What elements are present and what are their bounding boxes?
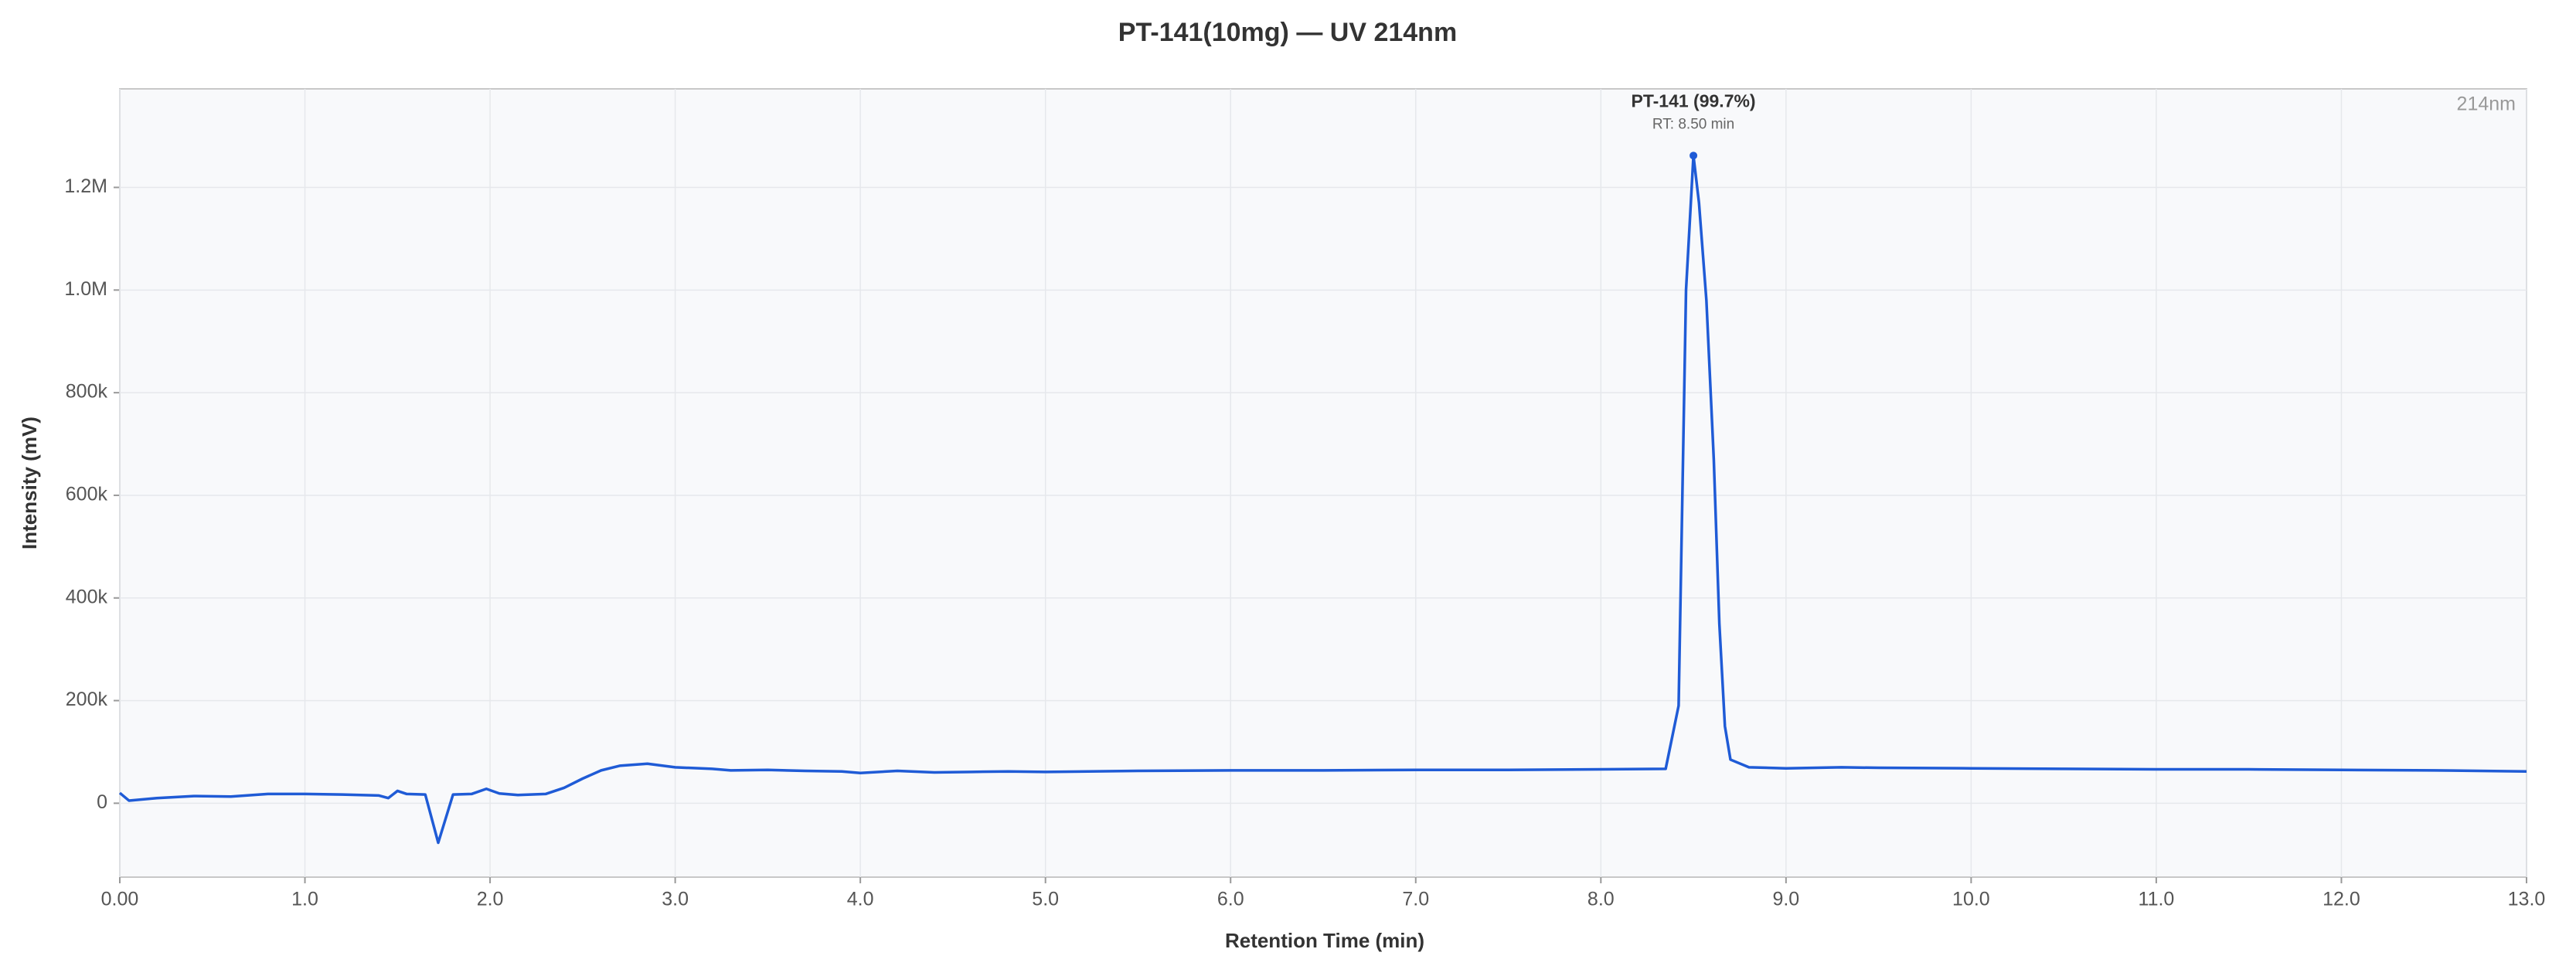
chart-title: PT-141(10mg) — UV 214nm: [1118, 18, 1457, 47]
y-tick-label: 600k: [66, 484, 108, 505]
x-tick-label: 10.0: [1952, 889, 1990, 910]
peak-sublabel: RT: 8.50 min: [1652, 116, 1734, 132]
x-tick-label: 8.0: [1587, 889, 1615, 910]
y-tick-label: 200k: [66, 689, 108, 710]
y-tick-label: 800k: [66, 381, 108, 403]
x-tick-label: 12.0: [2322, 889, 2360, 910]
x-tick-label: 5.0: [1032, 889, 1059, 910]
x-tick-label: 11.0: [2139, 889, 2175, 910]
y-tick-label: 1.2M: [64, 175, 107, 197]
x-tick-label: 1.0: [291, 889, 318, 910]
x-tick-label: 0.00: [101, 889, 139, 910]
x-tick-label: 2.0: [477, 889, 504, 910]
x-tick-label: 3.0: [662, 889, 689, 910]
y-tick-label: 1.0M: [64, 278, 107, 300]
x-tick-label: 7.0: [1402, 889, 1429, 910]
plot-area: [119, 88, 2527, 878]
y-tick-label: 0: [97, 791, 107, 813]
x-tick-label: 6.0: [1217, 889, 1244, 910]
x-tick-label: 13.0: [2508, 889, 2546, 910]
peak-marker: [1690, 151, 1698, 160]
x-tick-label: 9.0: [1772, 889, 1799, 910]
x-tick-label: 4.0: [847, 889, 874, 910]
y-tick-label: 400k: [66, 586, 108, 607]
y-axis-label: Intensity (mV): [18, 417, 41, 549]
chromatogram-line: [118, 154, 2527, 845]
x-axis-label: Retention Time (min): [1225, 929, 1424, 952]
channel-label: 214nm: [2457, 94, 2516, 115]
peak-label: PT-141 (99.7%): [1632, 90, 1756, 111]
